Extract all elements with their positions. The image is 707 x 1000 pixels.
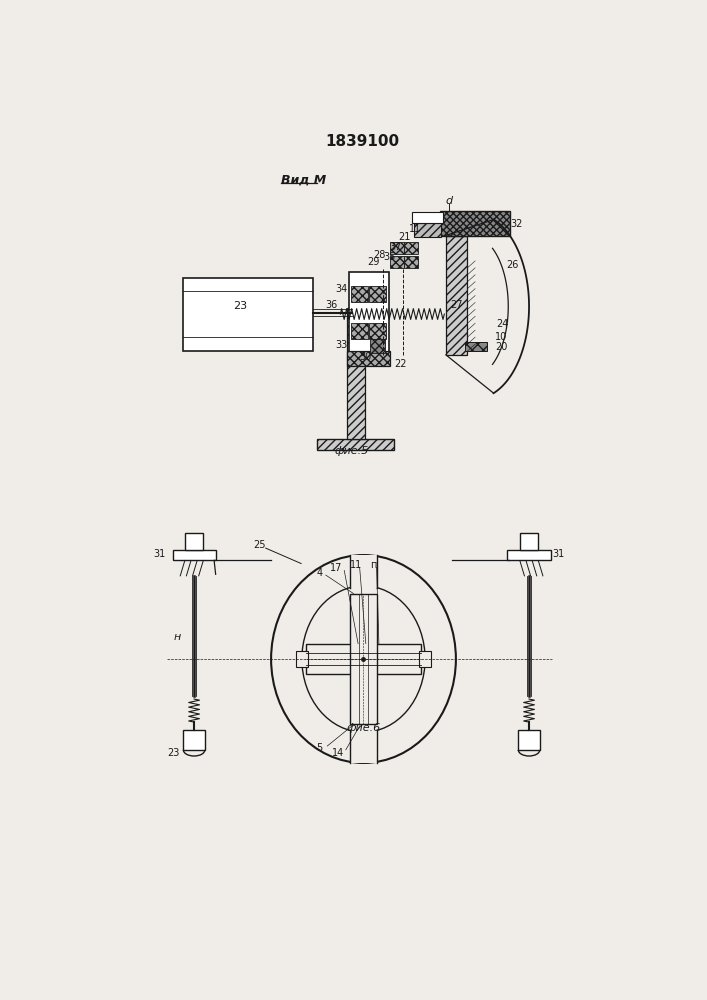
Text: 31: 31 — [552, 549, 564, 559]
Bar — [173, 550, 216, 560]
Ellipse shape — [302, 586, 425, 732]
Text: 23: 23 — [167, 748, 180, 758]
Text: 24: 24 — [497, 319, 509, 329]
Bar — [351, 594, 377, 724]
Bar — [182, 278, 313, 351]
Bar — [390, 256, 404, 268]
Text: 20: 20 — [495, 342, 508, 352]
Text: Вид М: Вид М — [281, 174, 327, 187]
Bar — [419, 651, 431, 667]
Text: 1839100: 1839100 — [326, 134, 399, 149]
Text: 32: 32 — [510, 219, 523, 229]
Ellipse shape — [271, 555, 456, 763]
Bar — [440, 211, 510, 235]
Bar — [370, 339, 385, 353]
Bar — [390, 242, 404, 254]
Bar — [350, 730, 378, 763]
Bar — [346, 308, 365, 439]
Text: 5: 5 — [317, 743, 322, 753]
Text: 4: 4 — [317, 568, 322, 578]
Bar — [465, 342, 486, 351]
Text: 27: 27 — [450, 300, 463, 310]
Bar — [508, 550, 551, 560]
Bar — [296, 651, 308, 667]
Text: 30: 30 — [360, 352, 372, 362]
Bar — [518, 730, 540, 750]
Text: фие.5: фие.5 — [335, 446, 369, 456]
Text: 29: 29 — [368, 257, 380, 267]
Bar — [351, 286, 368, 302]
Text: 14: 14 — [332, 748, 344, 758]
Bar — [404, 242, 418, 254]
Text: фие.6: фие.6 — [346, 723, 380, 733]
Text: 21: 21 — [398, 232, 411, 242]
Bar — [520, 533, 538, 550]
Text: d: d — [445, 196, 452, 206]
Text: 10: 10 — [495, 332, 508, 342]
Text: 33: 33 — [335, 340, 347, 350]
Text: 34: 34 — [335, 284, 347, 294]
Text: п: п — [370, 560, 377, 570]
Text: 22: 22 — [395, 359, 407, 369]
Bar — [412, 212, 443, 223]
Text: 28: 28 — [373, 250, 386, 260]
Text: 23: 23 — [233, 301, 247, 311]
Text: 26: 26 — [506, 260, 518, 270]
Text: н: н — [173, 632, 181, 642]
Bar — [185, 533, 204, 550]
Bar — [183, 730, 205, 750]
Bar — [349, 272, 389, 353]
Bar — [351, 323, 368, 339]
Bar — [414, 223, 441, 237]
Circle shape — [356, 651, 371, 667]
Bar — [305, 644, 421, 674]
Bar — [446, 235, 467, 355]
Text: 11: 11 — [350, 560, 362, 570]
Text: 36: 36 — [325, 300, 337, 310]
Bar — [347, 351, 390, 366]
Text: 25: 25 — [253, 540, 266, 550]
Bar — [369, 286, 386, 302]
Text: 17: 17 — [330, 563, 343, 573]
Text: 35: 35 — [383, 252, 396, 262]
Bar — [350, 555, 378, 588]
Bar — [317, 439, 395, 450]
Bar — [404, 256, 418, 268]
Text: 31: 31 — [153, 549, 165, 559]
Bar — [369, 323, 386, 339]
Text: 11: 11 — [409, 224, 421, 234]
Text: 37: 37 — [389, 242, 402, 252]
